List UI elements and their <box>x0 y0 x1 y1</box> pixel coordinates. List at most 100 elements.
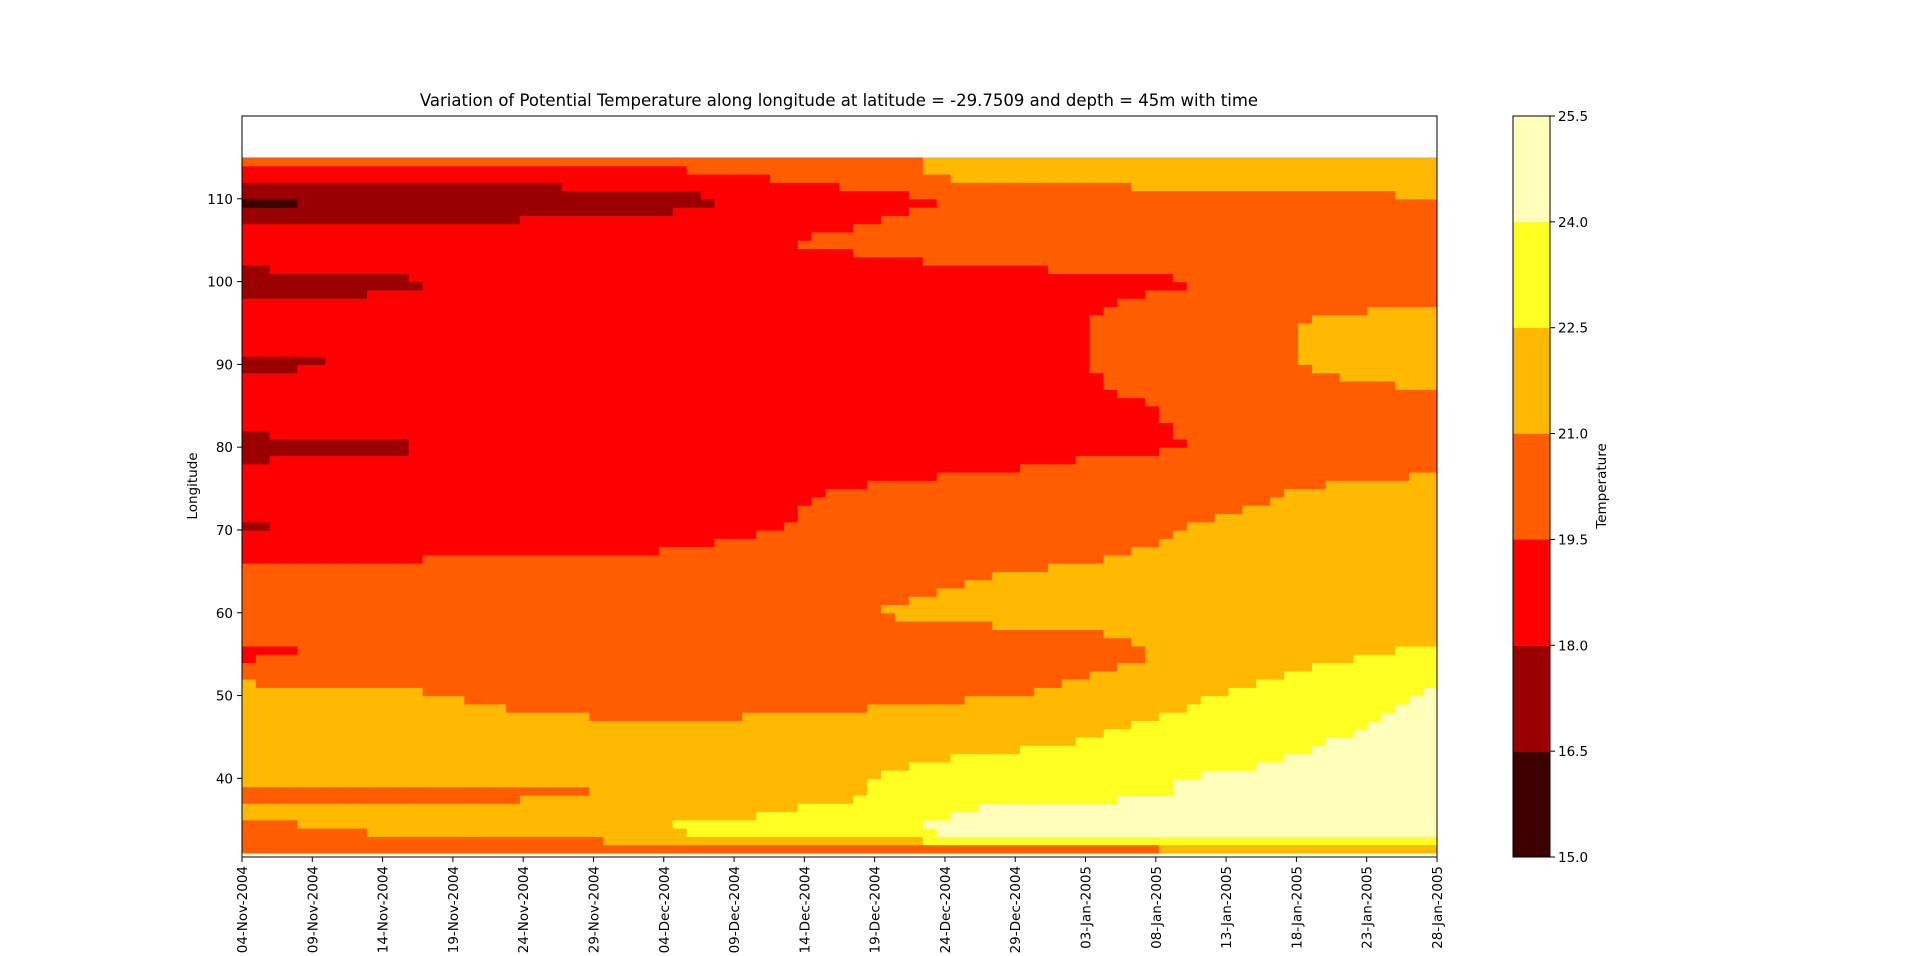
contour-cell <box>867 778 882 788</box>
contour-cell <box>658 554 674 564</box>
contour-cell <box>506 488 521 498</box>
contour-cell <box>811 256 827 266</box>
contour-cell <box>519 670 535 680</box>
contour-cell <box>1047 289 1063 299</box>
contour-cell <box>380 662 396 672</box>
contour-cell <box>575 306 590 316</box>
contour-cell <box>408 157 424 167</box>
contour-cell <box>519 794 535 804</box>
contour-cell <box>978 794 993 804</box>
contour-cell <box>367 198 382 208</box>
contour-cell <box>978 513 993 523</box>
contour-cell <box>297 579 313 589</box>
contour-cell <box>992 745 1007 755</box>
contour-cell <box>853 654 868 664</box>
contour-cell <box>964 314 980 324</box>
contour-cell <box>436 414 452 423</box>
contour-cell <box>242 687 257 697</box>
contour-cell <box>853 314 868 324</box>
contour-cell <box>1020 803 1035 813</box>
contour-cell <box>492 157 507 167</box>
contour-cell <box>255 521 271 531</box>
contour-cell <box>728 720 743 730</box>
contour-cell <box>561 521 577 531</box>
contour-cell <box>797 720 813 730</box>
contour-cell <box>728 356 743 365</box>
contour-cell <box>922 571 938 581</box>
contour-cell <box>394 736 410 746</box>
contour-cell <box>589 687 604 697</box>
contour-cell <box>353 472 368 481</box>
contour-cell <box>895 753 910 763</box>
contour-cell <box>922 182 938 192</box>
contour-cell <box>561 380 577 390</box>
contour-cell <box>380 745 396 755</box>
contour-cell <box>797 248 813 258</box>
contour-cell <box>325 770 340 779</box>
contour-cell <box>992 612 1007 622</box>
contour-cell <box>686 571 702 581</box>
contour-cell <box>339 794 354 804</box>
contour-cell <box>992 322 1007 332</box>
contour-cell <box>783 745 799 755</box>
contour-cell <box>825 496 841 506</box>
contour-cell <box>728 844 743 854</box>
contour-cell <box>353 389 368 399</box>
contour-cell <box>839 455 854 465</box>
contour-cell <box>603 844 618 854</box>
contour-cell <box>631 463 646 473</box>
contour-cell <box>1020 563 1035 572</box>
contour-cell <box>881 322 896 332</box>
contour-cell <box>714 736 729 746</box>
contour-cell <box>617 265 632 274</box>
contour-cell <box>367 430 382 440</box>
contour-cell <box>783 422 799 432</box>
contour-cell <box>1020 281 1035 291</box>
contour-cell <box>728 786 743 796</box>
contour-cell <box>783 463 799 473</box>
contour-cell <box>603 347 618 357</box>
contour-cell <box>797 505 813 515</box>
contour-cell <box>881 248 896 258</box>
contour-cell <box>367 223 382 233</box>
contour-cell <box>686 844 702 854</box>
contour-cell <box>908 703 924 713</box>
contour-cell <box>936 554 952 564</box>
contour-cell <box>658 281 674 291</box>
contour-cell <box>339 563 354 572</box>
contour-cell <box>1061 819 1077 829</box>
contour-cell <box>714 240 729 250</box>
contour-cell <box>575 794 590 804</box>
contour-cell <box>547 480 563 490</box>
contour-cell <box>658 629 674 639</box>
contour-cell <box>881 654 896 664</box>
contour-cell <box>255 794 271 804</box>
contour-cell <box>380 587 396 597</box>
contour-cell <box>408 405 424 415</box>
contour-cell <box>672 339 688 349</box>
contour-cell <box>825 364 841 374</box>
contour-cell <box>1047 513 1063 523</box>
contour-cell <box>936 215 952 225</box>
contour-cell <box>895 281 910 291</box>
contour-cell <box>478 662 493 672</box>
contour-cell <box>811 306 827 316</box>
contour-cell <box>686 629 702 639</box>
contour-cell <box>672 637 688 647</box>
contour-cell <box>992 712 1007 721</box>
contour-cell <box>589 604 604 614</box>
contour-cell <box>269 422 285 432</box>
contour-cell <box>631 712 646 721</box>
contour-cell <box>325 372 340 382</box>
contour-cell <box>367 687 382 697</box>
contour-cell <box>714 231 729 241</box>
contour-cell <box>506 529 521 539</box>
contour-cell <box>408 182 424 192</box>
contour-cell <box>672 488 688 498</box>
contour-cell <box>325 173 340 183</box>
contour-cell <box>964 761 980 771</box>
contour-cell <box>853 248 868 258</box>
contour-cell <box>686 695 702 705</box>
contour-cell <box>283 836 299 846</box>
contour-cell <box>283 587 299 597</box>
